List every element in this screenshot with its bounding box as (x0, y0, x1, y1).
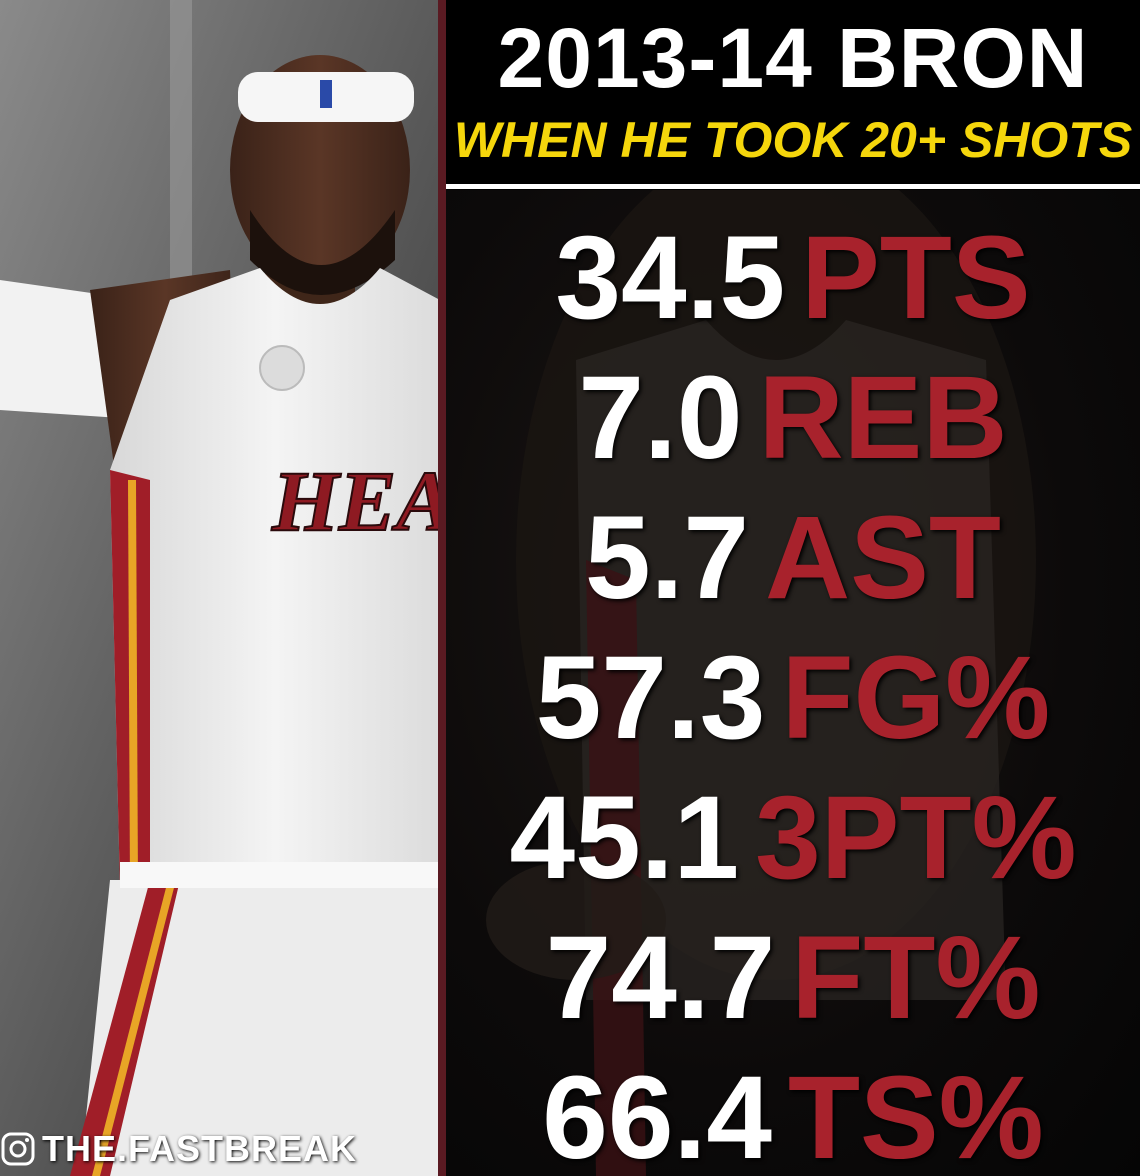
stat-label: 3PT% (755, 772, 1077, 904)
stat-value: 34.5 (555, 212, 786, 344)
stat-row-reb: 7.0 REB (446, 348, 1140, 488)
watermark-handle: THE.FASTBREAK (42, 1128, 358, 1169)
stat-row-ts: 66.4 TS% (446, 1048, 1140, 1176)
stat-row-fg: 57.3 FG% (446, 628, 1140, 768)
stat-row-ft: 74.7 FT% (446, 908, 1140, 1048)
instagram-icon (1, 1132, 35, 1166)
stat-label: FT% (791, 912, 1041, 1044)
stat-row-3pt: 45.1 3PT% (446, 768, 1140, 908)
stat-value: 45.1 (509, 772, 740, 904)
stat-row-pts: 34.5 PTS (446, 208, 1140, 348)
stats-panel: 2013-14 BRON WHEN HE TOOK 20+ SHOTS 34.5… (446, 0, 1140, 1176)
stat-row-ast: 5.7 AST (446, 488, 1140, 628)
stat-label: PTS (801, 212, 1031, 344)
watermark: THE.FASTBREAK (0, 1124, 357, 1174)
player-illustration: HEA (0, 0, 440, 1176)
stat-list: 34.5 PTS 7.0 REB 5.7 AST 57.3 FG% 45.1 3… (446, 208, 1140, 1176)
background-player-silhouette (486, 140, 1036, 1176)
header-divider (446, 184, 1140, 189)
panel-divider (438, 0, 446, 1176)
header-bar: 2013-14 BRON WHEN HE TOOK 20+ SHOTS (446, 0, 1140, 190)
stat-value: 74.7 (545, 912, 776, 1044)
jersey-lettering: HEA (271, 453, 440, 549)
graphic-subtitle: WHEN HE TOOK 20+ SHOTS (453, 112, 1133, 168)
stat-value: 7.0 (578, 352, 743, 484)
stat-value: 66.4 (542, 1052, 772, 1176)
stat-label: REB (758, 352, 1008, 484)
player-photo: HEA (0, 0, 440, 1176)
stat-label: FG% (781, 632, 1051, 764)
stat-label: AST (765, 492, 1002, 624)
stat-label: TS% (787, 1052, 1044, 1176)
stat-value: 5.7 (584, 492, 750, 624)
stat-value: 57.3 (535, 632, 766, 764)
graphic-title: 2013-14 BRON (497, 11, 1089, 105)
